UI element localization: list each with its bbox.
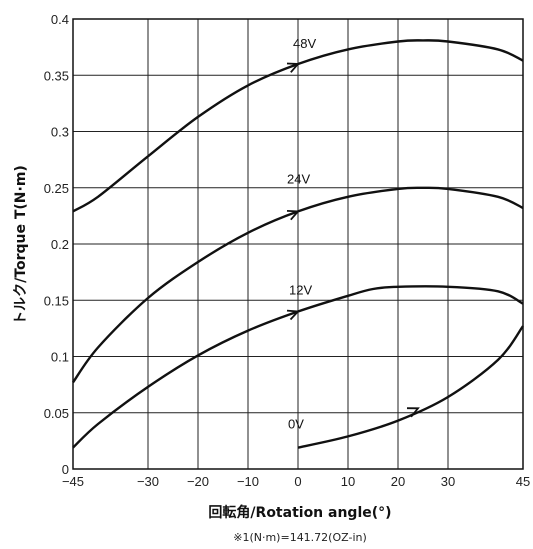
series-group <box>72 39 524 449</box>
y-tick-label: 0.15 <box>44 293 69 308</box>
y-tick-label: 0.35 <box>44 68 69 83</box>
arrow-marker-48v <box>286 62 300 73</box>
series-labels: 48V 24V 12V 0V <box>287 36 316 432</box>
series-line-48v <box>72 39 524 213</box>
x-tick-label: 0 <box>294 474 301 489</box>
arrow-marker-24v <box>286 210 300 221</box>
series-label-48v: 48V <box>293 36 316 51</box>
y-tick-label: 0.2 <box>51 237 69 252</box>
plot-border <box>72 18 524 470</box>
footnote: ※1(N·m)=141.72(OZ-in) <box>233 531 367 544</box>
plot-frame <box>72 18 524 470</box>
x-tick-label: −20 <box>187 474 209 489</box>
series-label-0v: 0V <box>288 417 304 432</box>
arrow-marker-0v <box>406 407 420 418</box>
series-line-0v <box>297 325 524 449</box>
series-line-24v <box>72 186 524 384</box>
x-tick-label: −45 <box>62 474 84 489</box>
grid <box>72 18 524 470</box>
y-tick-label: 0.4 <box>51 12 69 27</box>
arrow-marker-12v <box>286 309 300 321</box>
series-label-24v: 24V <box>287 171 310 186</box>
y-axis-ticks: 0 0.05 0.1 0.15 0.2 0.25 0.3 0.35 0.4 <box>44 12 69 477</box>
y-tick-label: 0 <box>62 462 69 477</box>
x-axis-title: 回転角/Rotation angle(°) <box>208 504 391 521</box>
x-axis-ticks: −45 −30 −20 −10 0 10 20 30 45 <box>62 474 530 489</box>
x-tick-label: −30 <box>137 474 159 489</box>
x-tick-label: 30 <box>441 474 455 489</box>
x-tick-label: −10 <box>237 474 259 489</box>
series-line-12v <box>72 285 524 449</box>
y-axis-title: トルク/Torque T(N·m) <box>13 165 29 325</box>
series-label-12v: 12V <box>289 283 312 298</box>
y-tick-label: 0.25 <box>44 181 69 196</box>
y-tick-label: 0.05 <box>44 406 69 421</box>
x-tick-label: 10 <box>341 474 355 489</box>
y-tick-label: 0.1 <box>51 350 69 365</box>
x-tick-label: 20 <box>391 474 405 489</box>
x-tick-label: 45 <box>516 474 530 489</box>
y-tick-label: 0.3 <box>51 125 69 140</box>
